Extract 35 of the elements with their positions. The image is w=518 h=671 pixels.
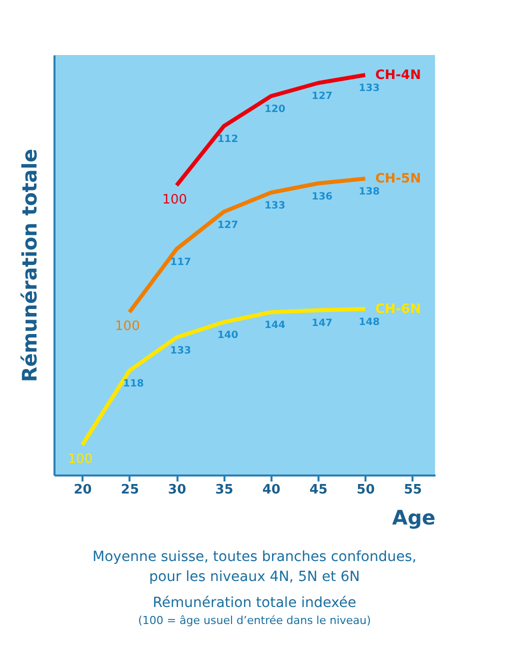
y-axis-title: Rémunération totale: [18, 148, 42, 382]
annotation: 127: [312, 91, 333, 102]
annotation: 144: [264, 320, 286, 332]
series-label: CH-5N: [375, 172, 421, 187]
annotation: 117: [170, 257, 192, 268]
annotation: 133: [358, 83, 380, 94]
annotation: 100: [162, 192, 188, 208]
annotation: 148: [358, 317, 380, 328]
text: (100 = âge usuel d’entrée dans le niveau): [138, 614, 371, 627]
annotation: 136: [312, 191, 333, 202]
annotation: 133: [170, 345, 192, 356]
annotation: 120: [264, 104, 286, 116]
x-tick-label: 20: [74, 482, 92, 498]
text: pour les niveaux 4N, 5N et 6N: [149, 569, 360, 585]
x-tick-label: 35: [215, 482, 234, 498]
x-tick-label: 30: [168, 482, 186, 498]
x-axis-title: Age: [392, 506, 436, 530]
annotation: 100: [115, 319, 140, 334]
series-label: CH-6N: [375, 302, 421, 317]
annotation: 127: [217, 220, 238, 231]
annotation: 112: [217, 134, 238, 146]
text: Rémunération totale indexée: [152, 595, 356, 611]
series-label: CH-4N: [375, 68, 421, 83]
x-tick-label: 40: [262, 482, 280, 498]
x-tick-label: 45: [310, 482, 328, 498]
annotation: 133: [264, 200, 286, 212]
annotation: 140: [217, 330, 238, 342]
x-tick-label: 25: [120, 482, 139, 498]
annotation: 100: [68, 452, 93, 467]
x-tick-label: 50: [356, 482, 375, 498]
annotation: 138: [358, 186, 380, 198]
annotation: 147: [312, 318, 333, 330]
x-tick-label: 55: [404, 482, 422, 498]
text: Moyenne suisse, toutes branches confondues,: [92, 549, 416, 565]
annotation: 118: [123, 378, 144, 390]
